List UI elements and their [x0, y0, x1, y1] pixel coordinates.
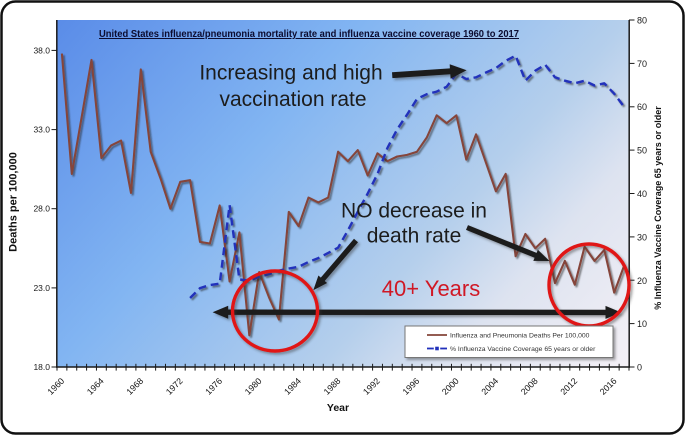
svg-text:33.0: 33.0	[33, 125, 50, 135]
svg-text:60: 60	[637, 102, 647, 112]
svg-text:Influenza and Pneumonia Deaths: Influenza and Pneumonia Deaths Per 100,0…	[450, 333, 590, 340]
svg-text:Year: Year	[327, 402, 349, 414]
svg-text:18.0: 18.0	[33, 362, 50, 372]
svg-text:20: 20	[637, 276, 647, 286]
svg-text:30: 30	[637, 232, 647, 242]
svg-text:40: 40	[637, 189, 647, 199]
svg-text:death rate: death rate	[367, 225, 462, 248]
svg-text:10: 10	[637, 319, 647, 329]
svg-text:Increasing and high: Increasing and high	[199, 62, 382, 85]
svg-text:28.0: 28.0	[33, 204, 50, 214]
svg-text:% Influenza Vaccine Coverage 6: % Influenza Vaccine Coverage 65 years or…	[450, 346, 596, 353]
svg-text:38.0: 38.0	[33, 45, 50, 55]
svg-text:70: 70	[637, 59, 647, 69]
svg-text:80: 80	[637, 16, 647, 26]
svg-text:United States influenza/pneumo: United States influenza/pneumonia mortal…	[99, 29, 519, 40]
svg-text:% Influenza Vaccine Coverage 6: % Influenza Vaccine Coverage 65 years or…	[653, 106, 663, 310]
svg-text:vaccination rate: vaccination rate	[219, 88, 366, 111]
svg-text:0: 0	[637, 363, 642, 373]
svg-text:23.0: 23.0	[33, 283, 50, 293]
svg-text:50: 50	[637, 146, 647, 156]
svg-text:NO decrease in: NO decrease in	[341, 200, 487, 223]
svg-text:Deaths per 100,000: Deaths per 100,000	[8, 152, 20, 252]
svg-text:40+ Years: 40+ Years	[382, 276, 480, 301]
